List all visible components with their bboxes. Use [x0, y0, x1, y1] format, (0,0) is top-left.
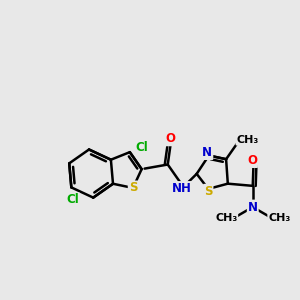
Text: O: O: [247, 154, 257, 167]
Text: Cl: Cl: [135, 141, 148, 154]
Text: N: N: [202, 146, 212, 159]
Text: O: O: [166, 132, 176, 145]
Text: N: N: [248, 201, 258, 214]
Text: NH: NH: [172, 182, 192, 195]
Text: S: S: [204, 185, 212, 198]
Text: CH₃: CH₃: [215, 213, 237, 223]
Text: CH₃: CH₃: [236, 135, 259, 145]
Text: Cl: Cl: [66, 193, 79, 206]
Text: CH₃: CH₃: [268, 213, 290, 223]
Text: S: S: [129, 182, 137, 194]
